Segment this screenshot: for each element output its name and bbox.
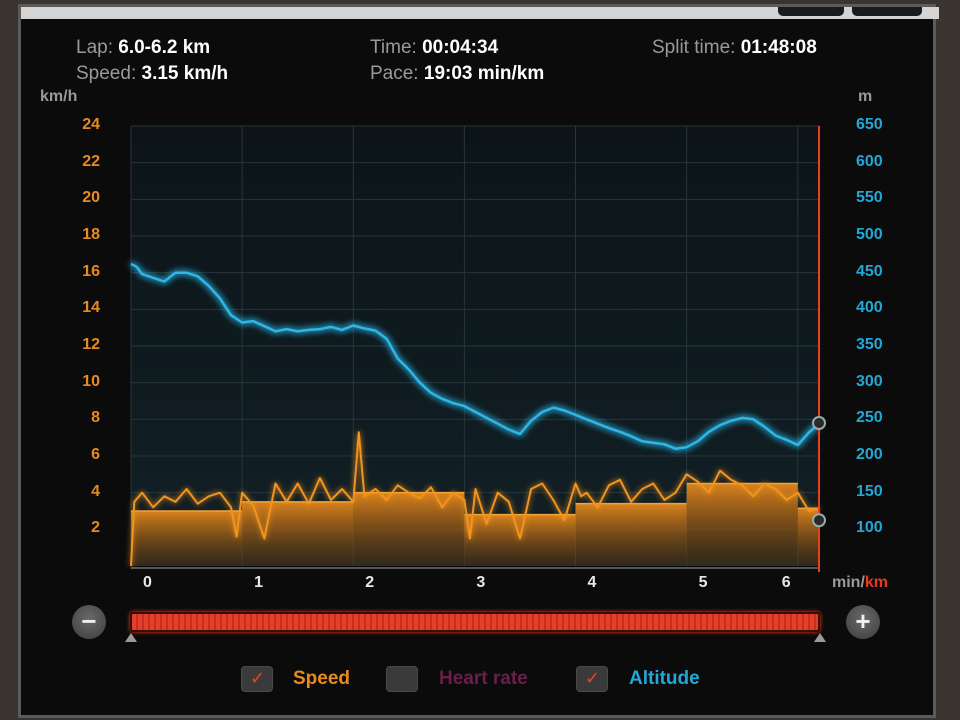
time-stat: Time: 00:04:34 (370, 37, 498, 59)
left-axis-tick-label: 4 (91, 482, 100, 500)
chart-series (130, 262, 821, 567)
speed-stat: Speed: 3.15 km/h (76, 63, 228, 85)
right-axis-tick-label: 100 (856, 519, 883, 537)
speed-lap-bar (464, 514, 576, 566)
right-axis-unit: m (858, 88, 873, 105)
right-axis-tick-label: 250 (856, 409, 883, 427)
left-axis-tick-label: 24 (82, 116, 100, 133)
right-axis-tick-label: 200 (856, 446, 883, 463)
split-time-value: 01:48:08 (740, 37, 817, 58)
left-axis-tick-label: 20 (82, 189, 100, 207)
check-icon: ✓ (250, 668, 266, 688)
left-axis-tick-label: 16 (82, 262, 100, 280)
speed-altitude-chart[interactable] (0, 0, 960, 600)
window-button-left[interactable] (778, 7, 844, 16)
speed-lap-bar (686, 483, 798, 566)
right-axis-tick-label: 500 (856, 226, 883, 243)
right-axis-tick-label: 650 (856, 116, 883, 133)
range-slider-handle-left[interactable] (125, 633, 137, 642)
panel-top-border (21, 7, 939, 19)
right-axis-tick-label: 300 (856, 372, 883, 390)
right-axis-tick-label: 150 (856, 482, 883, 500)
right-axis-tick-label: 450 (856, 262, 883, 280)
speed-lap-bar (353, 492, 465, 566)
altitude-legend-label[interactable]: Altitude (629, 668, 700, 689)
x-axis-unit-prefix: min/ (832, 574, 865, 591)
right-axis-tick-label: 550 (856, 189, 883, 207)
check-icon: ✓ (585, 668, 601, 688)
x-axis-tick-label: 1 (254, 574, 264, 591)
right-axis-tick-label: 600 (856, 152, 883, 170)
speed-marker-dot (812, 513, 826, 528)
speed-series-line (130, 431, 821, 567)
left-axis-tick-label: 10 (82, 372, 100, 390)
chart-markers (812, 126, 826, 572)
speed-lap-bar (575, 503, 687, 566)
right-axis-tick-label: 350 (856, 336, 883, 353)
left-axis-tick-label: 18 (82, 226, 100, 243)
speed-lap-bar (242, 501, 354, 566)
altitude-series-line (130, 262, 821, 450)
x-axis-unit: min/km (832, 574, 888, 592)
x-axis-tick-label: 0 (143, 574, 152, 591)
left-axis-unit: km/h (40, 88, 78, 105)
range-slider-handle-right[interactable] (814, 633, 826, 642)
speed-checkbox[interactable]: ✓ (241, 666, 273, 692)
x-axis-tick-label: 3 (476, 574, 486, 591)
time-value: 00:04:34 (422, 37, 499, 58)
lap-stat: Lap: 6.0-6.2 km (76, 37, 210, 59)
left-axis-tick-label: 22 (82, 152, 100, 170)
x-axis-tick-label: 4 (587, 574, 597, 591)
left-axis-tick-label: 2 (91, 519, 100, 537)
lap-label: Lap: (76, 37, 113, 58)
pace-label: Pace: (370, 63, 419, 84)
zoom-in-button[interactable]: + (846, 605, 880, 639)
heart-rate-checkbox[interactable] (386, 666, 418, 692)
x-axis-unit-suffix: km (864, 574, 889, 591)
zoom-out-button[interactable]: − (72, 605, 106, 639)
time-label: Time: (370, 37, 417, 58)
altitude-marker-dot (812, 416, 826, 430)
left-axis-tick-label: 14 (82, 299, 100, 317)
left-axis-tick-label: 12 (82, 336, 100, 353)
x-axis-tick-label: 5 (698, 574, 708, 591)
right-axis-tick-label: 400 (856, 299, 883, 317)
speed-lap-bar (131, 511, 243, 566)
pace-stat: Pace: 19:03 min/km (370, 63, 544, 85)
left-axis-tick-label: 6 (91, 446, 100, 463)
speed-label: Speed: (76, 63, 137, 84)
x-axis-tick-label: 2 (365, 574, 375, 591)
heart-rate-legend-label[interactable]: Heart rate (439, 668, 528, 689)
split-time-stat: Split time: 01:48:08 (652, 37, 817, 59)
left-axis-tick-label: 8 (91, 409, 100, 427)
window-button-right[interactable] (852, 7, 922, 16)
range-slider-track[interactable] (130, 612, 820, 632)
split-time-label: Split time: (652, 37, 736, 58)
speed-value: 3.15 km/h (141, 63, 229, 84)
speed-legend-label[interactable]: Speed (293, 668, 351, 689)
lap-value: 6.0-6.2 km (118, 37, 211, 58)
x-axis-tick-label: 6 (781, 574, 791, 591)
pace-value: 19:03 min/km (423, 63, 545, 84)
altitude-checkbox[interactable]: ✓ (576, 666, 608, 692)
